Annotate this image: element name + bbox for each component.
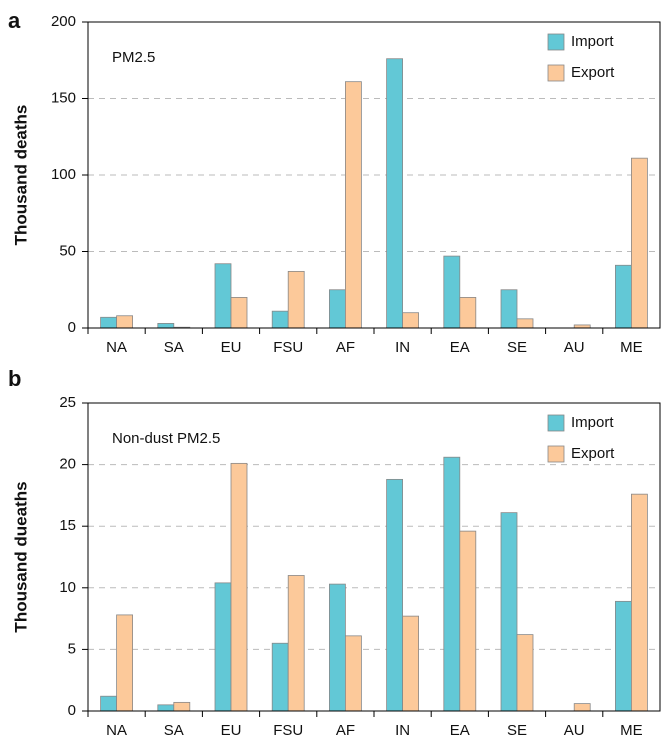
legend-swatch [547, 445, 565, 463]
bar [328, 583, 346, 712]
bar [402, 312, 420, 329]
bar [271, 310, 289, 329]
annotation: PM2.5 [112, 49, 155, 66]
bar [287, 575, 305, 712]
bar [443, 456, 461, 712]
plot-frame [87, 21, 661, 329]
y-tick-label: 15 [59, 517, 76, 534]
x-tick-label: AF [336, 339, 355, 356]
bar [631, 493, 648, 712]
y-tick-label: 20 [59, 456, 76, 473]
legend-swatch [547, 414, 565, 432]
x-tick-label: AU [564, 722, 585, 739]
x-tick-label: SA [164, 722, 184, 739]
x-tick-label: NA [106, 339, 127, 356]
y-tick-label: 25 [59, 394, 76, 411]
y-tick-label: 100 [51, 166, 76, 183]
y-tick-label: 5 [68, 640, 76, 657]
x-tick-label: FSU [273, 339, 303, 356]
x-tick-label: ME [620, 722, 643, 739]
legend-swatch [547, 64, 565, 82]
panel-label: a [8, 8, 21, 33]
bar [615, 264, 632, 329]
bar [500, 512, 518, 712]
panel-label: b [8, 366, 21, 391]
x-tick-label: ME [620, 339, 643, 356]
y-tick-label: 200 [51, 13, 76, 30]
x-tick-label: NA [106, 722, 127, 739]
x-tick-label: SE [507, 722, 527, 739]
bar [402, 615, 420, 712]
bar [328, 289, 346, 329]
bar [230, 296, 248, 329]
x-tick-label: AF [336, 722, 355, 739]
bar [100, 316, 117, 329]
x-tick-label: FSU [273, 722, 303, 739]
bar [344, 81, 362, 329]
bar [615, 600, 632, 712]
bar [230, 462, 248, 712]
bar [271, 642, 289, 712]
x-tick-label: EA [450, 722, 470, 739]
x-tick-label: AU [564, 339, 585, 356]
bar [214, 263, 232, 329]
legend-swatch [547, 33, 565, 51]
bar [443, 255, 461, 329]
y-tick-label: 0 [68, 702, 76, 719]
bar [631, 157, 648, 329]
bar [573, 703, 591, 712]
legend-label: Export [571, 445, 615, 462]
bar [459, 530, 477, 712]
bar [500, 289, 518, 329]
x-tick-label: EA [450, 339, 470, 356]
x-tick-label: IN [395, 339, 410, 356]
bar [386, 58, 404, 329]
y-axis-label: Thousand deaths [11, 105, 30, 246]
bar [100, 695, 117, 712]
y-tick-label: 0 [68, 319, 76, 336]
bar [214, 582, 232, 712]
y-tick-label: 50 [59, 242, 76, 259]
bar [157, 704, 175, 712]
x-tick-label: EU [221, 722, 242, 739]
x-tick-label: SE [507, 339, 527, 356]
y-tick-label: 10 [59, 579, 76, 596]
bar [516, 318, 534, 329]
bar [344, 635, 362, 712]
bar [287, 270, 305, 329]
bar [116, 614, 133, 712]
bar [386, 478, 404, 712]
legend-label: Export [571, 64, 615, 81]
y-axis-label: Thousand dueaths [11, 481, 30, 632]
x-tick-label: SA [164, 339, 184, 356]
bar [173, 701, 191, 712]
plot-frame [87, 402, 661, 712]
legend-label: Import [571, 33, 614, 50]
y-tick-label: 150 [51, 89, 76, 106]
x-tick-label: IN [395, 722, 410, 739]
bar [157, 323, 175, 329]
bar [459, 296, 477, 329]
bar [516, 634, 534, 712]
annotation: Non-dust PM2.5 [112, 430, 220, 447]
x-tick-label: EU [221, 339, 242, 356]
bar [116, 315, 133, 329]
legend-label: Import [571, 414, 614, 431]
